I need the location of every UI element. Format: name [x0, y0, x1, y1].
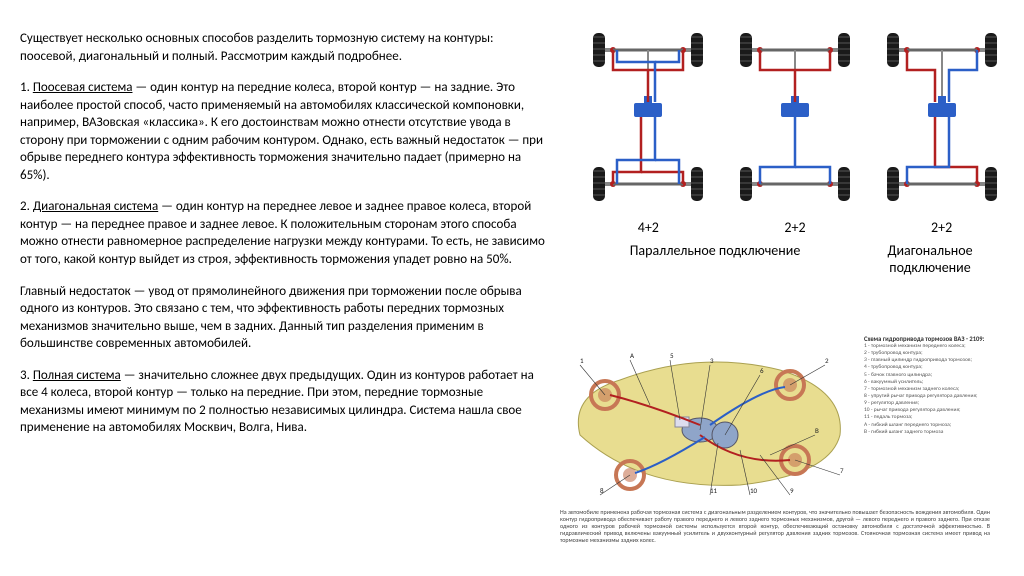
svg-text:1: 1: [580, 356, 584, 365]
section-2b: Главный недостаток — увод от прямолинейн…: [20, 283, 550, 353]
scheme-4plus2: 4+2: [583, 12, 713, 236]
svg-text:9: 9: [790, 486, 794, 495]
svg-text:10: 10: [750, 486, 758, 495]
section-1-body: — один контур на передние колеса, второй…: [20, 80, 543, 183]
svg-text:11: 11: [710, 486, 718, 495]
scheme-2plus2-diagonal: 2+2: [877, 12, 1007, 236]
intro-paragraph: Существует несколько основных способов р…: [20, 30, 550, 65]
section-3: 3. Полная система — значительно сложнее …: [20, 367, 550, 437]
svg-text:7: 7: [840, 466, 844, 475]
svg-text:5: 5: [670, 351, 674, 360]
svg-text:B: B: [815, 426, 819, 435]
svg-text:3: 3: [710, 356, 714, 365]
section-2-num: 2.: [20, 199, 33, 214]
schematic-caption: На автомобиле применена рабочая тормозна…: [560, 509, 990, 543]
scheme-2plus2-parallel: 2+2: [730, 12, 860, 236]
svg-text:6: 6: [760, 366, 764, 375]
scheme-label-0: 4+2: [583, 219, 713, 236]
schematic-legend: 1 - тормозной механизм переднего колеса;…: [864, 343, 1004, 436]
section-2-title: Диагональная система: [33, 199, 158, 214]
section-1: 1. Поосевая система — один контур на пер…: [20, 79, 550, 184]
svg-text:8: 8: [600, 486, 604, 495]
scheme-label-1: 2+2: [730, 219, 860, 236]
vaz2109-brake-schematic: 1 5 3 6 2 7 9 10 8 11 A B Схема гидропривода тормоз…: [560, 335, 1010, 543]
brake-circuit-diagrams: 4+2 2+2 2+2 Параллельное подключение Диа…: [580, 12, 1010, 276]
caption-diagonal: Диагональное подключение: [855, 242, 1005, 276]
section-3-num: 3.: [20, 368, 33, 383]
scheme-label-2: 2+2: [877, 219, 1007, 236]
svg-text:2: 2: [825, 356, 829, 365]
section-1-title: Поосевая система: [33, 80, 133, 95]
schematic-title: Схема гидропривода тормозов ВАЗ - 2109:: [864, 335, 1004, 343]
svg-text:A: A: [630, 351, 635, 360]
section-3-title: Полная система: [33, 368, 121, 383]
text-column: Существует несколько основных способов р…: [20, 30, 550, 451]
section-1-num: 1.: [20, 80, 33, 95]
caption-parallel: Параллельное подключение: [585, 242, 845, 276]
section-2a: 2. Диагональная система — один контур на…: [20, 198, 550, 268]
